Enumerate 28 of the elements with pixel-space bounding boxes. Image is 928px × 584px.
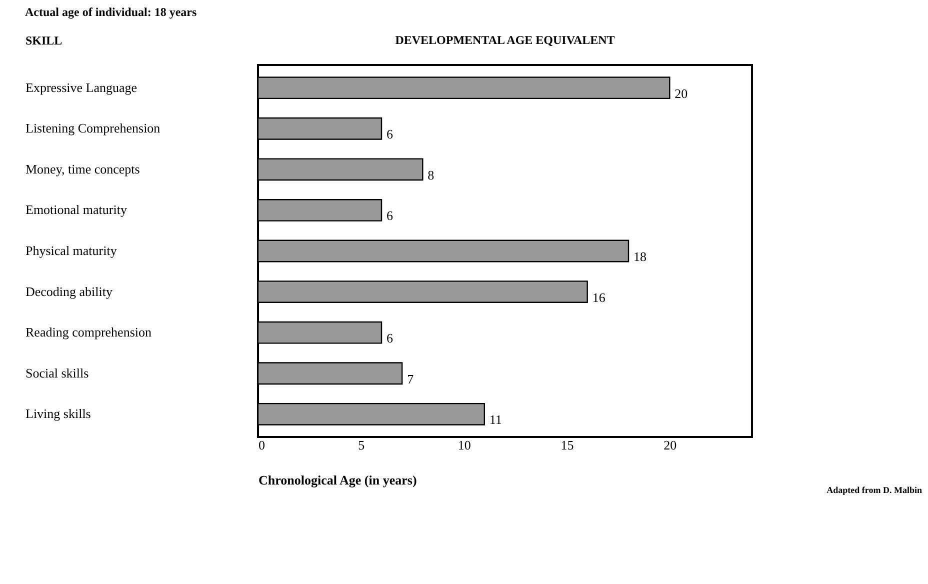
y-tick-label: Emotional maturity — [26, 202, 128, 218]
y-tick-label: Physical maturity — [26, 243, 118, 258]
chart-title: DEVELOPMENTAL AGE EQUIVALENT — [395, 33, 615, 47]
y-tick-label: Money, time concepts — [26, 161, 140, 176]
y-tick-label: Living skills — [26, 406, 91, 422]
data-label: 20 — [674, 86, 688, 101]
x-tick-label: 10 — [458, 438, 471, 452]
x-axis-title: Chronological Age (in years) — [258, 472, 417, 488]
x-tick-label: 5 — [358, 438, 365, 452]
x-tick-label: 15 — [560, 438, 574, 452]
x-tick-label: 20 — [664, 438, 677, 452]
y-axis-title: SKILL — [26, 34, 62, 48]
y-tick-label: Social skills — [26, 365, 89, 380]
data-label: 11 — [489, 412, 502, 428]
data-label: 6 — [386, 330, 394, 346]
data-label: 6 — [386, 208, 394, 224]
data-label: 18 — [634, 249, 646, 264]
x-tick-label: 0 — [258, 438, 265, 452]
y-tick-label: Expressive Language — [26, 80, 138, 95]
y-tick-label: Reading comprehension — [26, 324, 152, 340]
data-label: 6 — [386, 126, 394, 142]
y-tick-label: Listening Comprehension — [26, 120, 161, 136]
data-label: 8 — [428, 167, 434, 182]
y-tick-label: Decoding ability — [26, 284, 114, 299]
data-label: 7 — [407, 371, 414, 386]
text: Actual age of individual: 18 years — [25, 5, 197, 19]
data-label: 16 — [592, 290, 606, 305]
text: Adapted from D. Malbin — [826, 485, 922, 495]
